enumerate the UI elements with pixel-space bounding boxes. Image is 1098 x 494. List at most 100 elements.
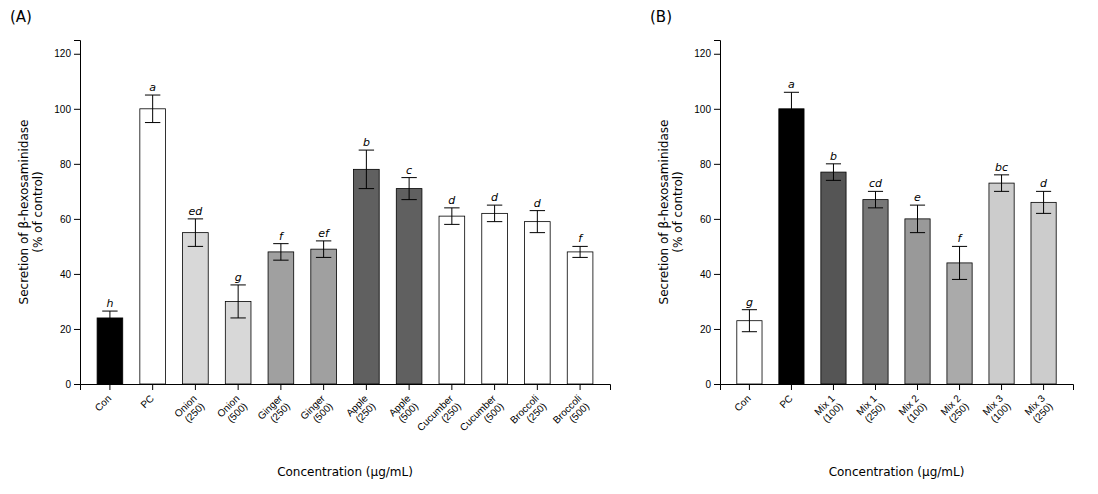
text-line: (250)	[524, 400, 548, 424]
text-line: (250)	[862, 400, 886, 424]
error-bar-line	[530, 211, 545, 233]
x-tick-label: Broccoli(500)	[551, 393, 592, 434]
error-bar-line	[273, 244, 288, 261]
y-tick: 100	[694, 104, 720, 115]
annotation: a	[788, 78, 795, 91]
x-tick-label: Onion(250)	[172, 393, 206, 427]
error-bar-line	[994, 175, 1009, 192]
chart: 020406080100120ConPCOnion(250)Onion(500)…	[0, 0, 1098, 494]
x-tick-label: PC	[138, 393, 156, 411]
text-line: PC	[777, 393, 795, 411]
x-tick: Ginger(500)	[298, 384, 335, 429]
bar	[183, 233, 209, 384]
x-tick-label: Cucumber(250)	[415, 392, 464, 441]
x-tick-label: Mix 3(250)	[1022, 392, 1055, 425]
error-bar	[145, 95, 160, 123]
bar	[268, 252, 294, 384]
x-tick-mark	[280, 384, 281, 390]
error-bar	[572, 246, 587, 257]
y-tick: 40	[60, 269, 80, 280]
bar	[989, 183, 1014, 384]
text-line: (100)	[820, 400, 844, 424]
y-tick-label: 20	[700, 324, 712, 335]
bar	[821, 172, 846, 384]
x-axis-line	[81, 385, 611, 391]
y-tick-mark	[74, 164, 80, 165]
y-tick-mark	[74, 329, 80, 330]
y-axis-line	[74, 41, 81, 385]
marks	[97, 95, 593, 384]
marks	[737, 92, 1056, 384]
annotation: f	[279, 230, 285, 243]
error-bar	[952, 246, 967, 279]
panel-label: (B)	[650, 8, 672, 26]
text-line: (250)	[439, 400, 463, 424]
x-axis-line	[721, 385, 1074, 391]
y-tick-label: 100	[694, 104, 711, 115]
y-tick-mark	[714, 384, 720, 385]
annotation: b	[830, 150, 837, 163]
y-tick: 60	[60, 214, 80, 225]
text-line: (500)	[567, 400, 591, 424]
x-tick-label: PC	[777, 393, 795, 411]
y-tick: 0	[705, 379, 720, 390]
x-tick-label: Apple(250)	[344, 392, 378, 426]
error-bar-line	[230, 285, 245, 318]
bar	[311, 249, 337, 384]
annotations: haedgfefbcdddf	[106, 81, 584, 310]
bar	[482, 213, 508, 384]
bar	[863, 200, 888, 384]
y-tick-mark	[714, 54, 720, 55]
y-tick: 20	[700, 324, 720, 335]
x-axis-title: Concentration (μg/mL)	[277, 465, 413, 479]
x-tick: Con	[732, 384, 753, 413]
y-tick-label: 120	[694, 48, 711, 59]
x-tick-label: Onion(500)	[215, 393, 249, 427]
error-bar	[188, 219, 203, 247]
x-tick-label: Broccoli(250)	[508, 393, 549, 434]
text-line: (250)	[946, 400, 970, 424]
y-tick-mark	[74, 54, 80, 55]
panel: 020406080100120ConPCMix 1(100)Mix 1(250)…	[650, 8, 1074, 479]
x-tick-label: Mix 1(100)	[812, 392, 845, 425]
x-tick-mark	[323, 384, 324, 390]
x-tick-mark	[494, 384, 495, 390]
error-bar	[359, 150, 374, 189]
x-tick-mark	[537, 384, 538, 390]
x-tick-mark	[1043, 384, 1044, 390]
x-tick: Mix 3(250)	[1022, 384, 1055, 425]
error-bar	[273, 244, 288, 261]
text-line: Secretion of β-hexosaminidase	[657, 120, 671, 305]
x-tick-mark	[109, 384, 110, 390]
bar	[396, 189, 422, 384]
text-line: (250)	[353, 400, 377, 424]
y-tick-mark	[74, 109, 80, 110]
error-bar-line	[784, 92, 799, 125]
x-tick-label: Con	[732, 393, 753, 414]
x-tick-label: Ginger(500)	[298, 392, 335, 429]
y-tick-label: 40	[700, 269, 712, 280]
x-tick: Mix 2(250)	[938, 384, 971, 425]
bar	[525, 222, 551, 384]
x-axis-title: Concentration (μg/mL)	[829, 465, 965, 479]
x-tick: Mix 1(250)	[854, 384, 887, 425]
y-tick-mark	[714, 109, 720, 110]
error-bar-line	[868, 191, 883, 208]
bar	[140, 109, 166, 384]
y-tick: 0	[65, 379, 80, 390]
x-tick: Mix 3(100)	[980, 384, 1013, 425]
error-bar	[401, 178, 416, 200]
error-bar	[530, 211, 545, 233]
x-tick: Onion(250)	[172, 384, 206, 427]
x-tick-mark	[749, 384, 750, 390]
error-bar-line	[952, 246, 967, 279]
x-tick: PC	[138, 384, 156, 410]
x-tick: Mix 2(100)	[896, 384, 929, 425]
error-bar	[444, 208, 459, 225]
x-tick-mark	[238, 384, 239, 390]
x-tick-label: Ginger(250)	[255, 392, 292, 429]
error-bar-line	[1036, 191, 1051, 213]
error-bar-line	[316, 241, 331, 258]
text-line: (% of control)	[671, 171, 685, 253]
text-line: Con	[732, 393, 753, 414]
